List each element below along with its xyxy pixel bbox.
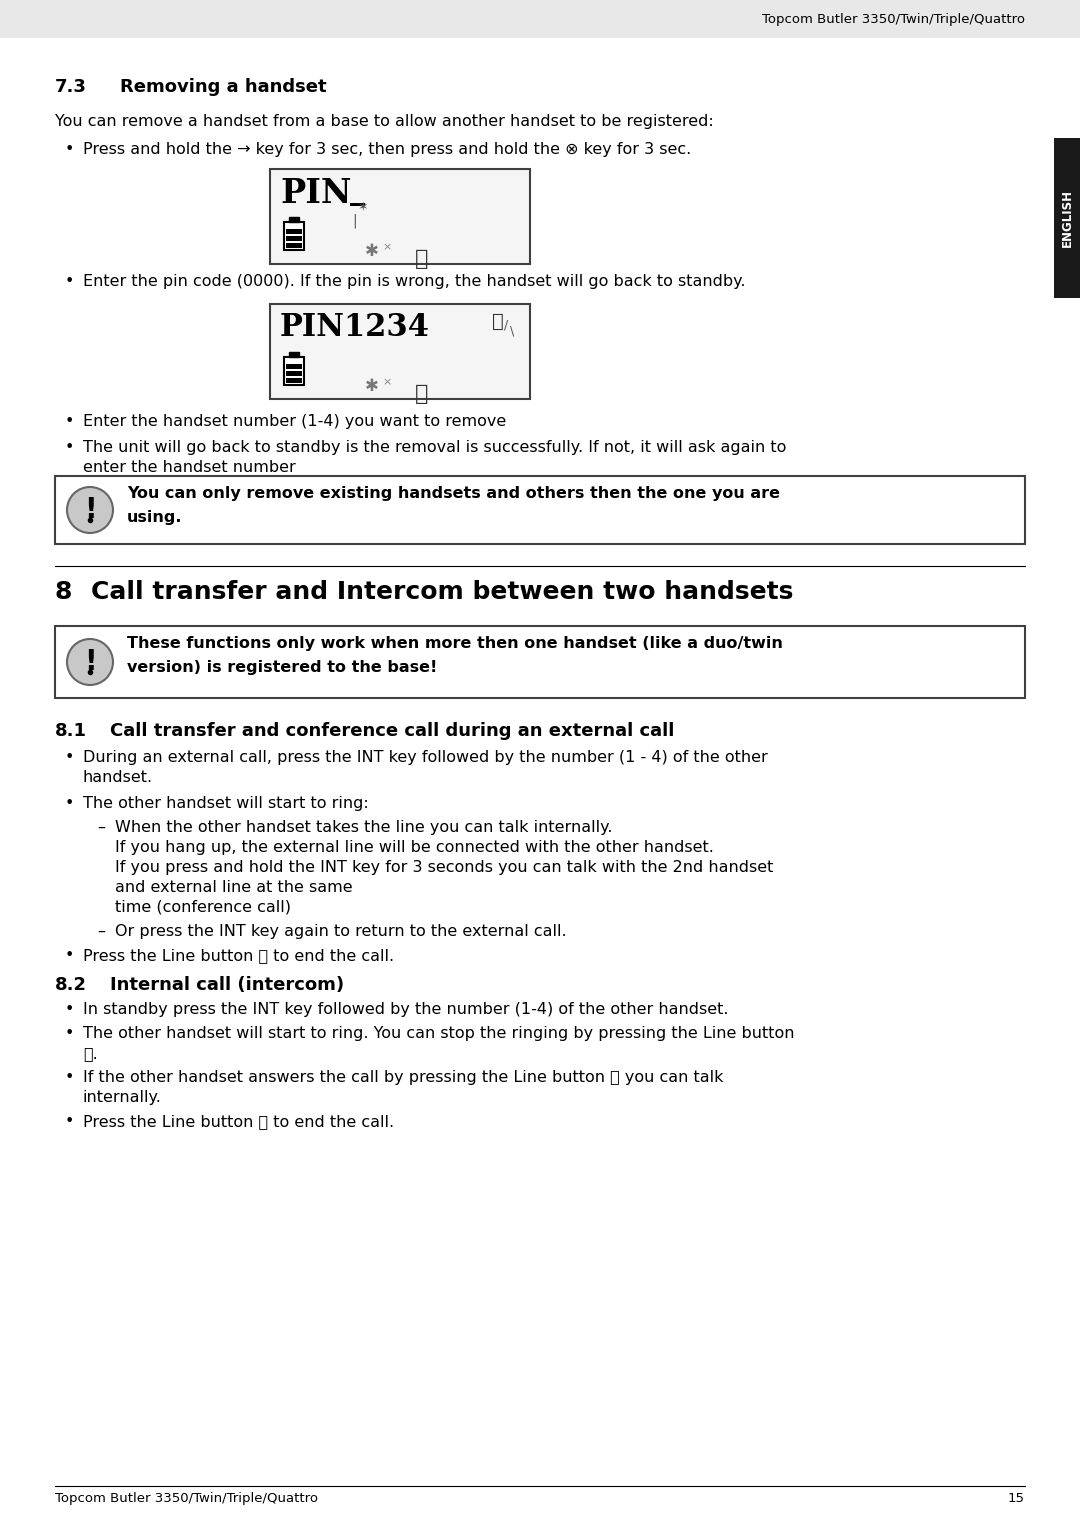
Circle shape (67, 639, 113, 685)
Text: Ꮩ: Ꮩ (415, 249, 429, 269)
Text: 8.2: 8.2 (55, 976, 87, 995)
Text: •: • (65, 440, 75, 455)
Bar (286, 377, 302, 384)
Text: Press the Line button Ⲩ to end the call.: Press the Line button Ⲩ to end the call. (83, 1114, 394, 1129)
Text: 8.1: 8.1 (55, 723, 87, 740)
Bar (289, 351, 299, 358)
Text: internally.: internally. (83, 1089, 162, 1105)
Text: During an external call, press the INT key followed by the number (1 - 4) of the: During an external call, press the INT k… (83, 750, 768, 766)
Text: If you hang up, the external line will be connected with the other handset.: If you hang up, the external line will b… (114, 840, 714, 856)
Text: enter the handset number: enter the handset number (83, 460, 296, 475)
Text: The other handset will start to ring:: The other handset will start to ring: (83, 796, 368, 811)
Text: The other handset will start to ring. You can stop the ringing by pressing the L: The other handset will start to ring. Yo… (83, 1025, 795, 1041)
Text: –: – (97, 924, 105, 940)
Text: Enter the pin code (0000). If the pin is wrong, the handset will go back to stan: Enter the pin code (0000). If the pin is… (83, 274, 745, 289)
Text: Ꮩ: Ꮩ (492, 312, 503, 332)
Bar (270, 304, 530, 399)
Text: Internal call (intercom): Internal call (intercom) (110, 976, 345, 995)
Text: You can only remove existing handsets and others then the one you are: You can only remove existing handsets an… (127, 486, 780, 501)
Bar (270, 170, 530, 264)
Text: Enter the handset number (1-4) you want to remove: Enter the handset number (1-4) you want … (83, 414, 507, 429)
Bar (286, 229, 302, 234)
Text: Topcom Butler 3350/Twin/Triple/Quattro: Topcom Butler 3350/Twin/Triple/Quattro (762, 12, 1025, 26)
Text: ✱: ✱ (365, 241, 379, 260)
Text: Removing a handset: Removing a handset (120, 78, 326, 96)
Text: 7.3: 7.3 (55, 78, 86, 96)
Text: Press the Line button Ⲩ to end the call.: Press the Line button Ⲩ to end the call. (83, 947, 394, 963)
Bar (1054, 138, 1080, 298)
Text: ✶: ✶ (357, 202, 368, 214)
Circle shape (67, 487, 113, 533)
Bar (284, 222, 303, 251)
Text: Press and hold the → key for 3 sec, then press and hold the ⊗ key for 3 sec.: Press and hold the → key for 3 sec, then… (83, 142, 691, 157)
Text: When the other handset takes the line you can talk internally.: When the other handset takes the line yo… (114, 821, 612, 834)
Text: PIN1234: PIN1234 (280, 312, 430, 342)
Bar (284, 358, 303, 385)
Text: •: • (65, 142, 75, 157)
Text: •: • (65, 1025, 75, 1041)
Bar (0, 0, 1080, 38)
Text: Call transfer and conference call during an external call: Call transfer and conference call during… (110, 723, 674, 740)
Text: •: • (65, 750, 75, 766)
Bar (286, 235, 302, 241)
Text: In standby press the INT key followed by the number (1-4) of the other handset.: In standby press the INT key followed by… (83, 1002, 729, 1018)
Text: _: _ (350, 176, 365, 206)
Text: 8: 8 (55, 581, 72, 604)
Text: •: • (65, 414, 75, 429)
Text: If you press and hold the INT key for 3 seconds you can talk with the 2nd handse: If you press and hold the INT key for 3 … (114, 860, 773, 876)
Text: Ⲩ.: Ⲩ. (83, 1047, 98, 1060)
Text: •: • (65, 1070, 75, 1085)
Text: ×: × (382, 241, 391, 252)
Text: PIN: PIN (280, 177, 351, 209)
Bar (289, 217, 299, 222)
Text: The unit will go back to standby is the removal is successfully. If not, it will: The unit will go back to standby is the … (83, 440, 786, 455)
Text: !: ! (83, 497, 96, 524)
Text: ×: × (382, 377, 391, 387)
Text: Call transfer and Intercom between two handsets: Call transfer and Intercom between two h… (91, 581, 794, 604)
Bar (55, 477, 1025, 544)
Text: |: | (352, 212, 356, 228)
Text: •: • (65, 1114, 75, 1129)
Text: •: • (65, 274, 75, 289)
Text: /: / (504, 318, 509, 332)
Text: \: \ (510, 324, 514, 338)
Bar (286, 243, 302, 248)
Bar (55, 626, 1025, 698)
Text: •: • (65, 947, 75, 963)
Text: You can remove a handset from a base to allow another handset to be registered:: You can remove a handset from a base to … (55, 115, 714, 128)
Text: handset.: handset. (83, 770, 153, 785)
Text: !: ! (83, 648, 96, 675)
Text: time (conference call): time (conference call) (114, 900, 291, 915)
Text: •: • (65, 1002, 75, 1018)
Text: version) is registered to the base!: version) is registered to the base! (127, 660, 437, 675)
Text: If the other handset answers the call by pressing the Line button Ⲩ you can talk: If the other handset answers the call by… (83, 1070, 724, 1085)
Text: •: • (65, 796, 75, 811)
Text: 15: 15 (1008, 1491, 1025, 1505)
Text: Topcom Butler 3350/Twin/Triple/Quattro: Topcom Butler 3350/Twin/Triple/Quattro (55, 1491, 318, 1505)
Text: using.: using. (127, 510, 183, 526)
Bar (286, 364, 302, 368)
Bar (286, 371, 302, 376)
Text: and external line at the same: and external line at the same (114, 880, 353, 895)
Text: ✱: ✱ (365, 377, 379, 396)
Text: ENGLISH: ENGLISH (1061, 189, 1074, 248)
Text: These functions only work when more then one handset (like a duo/twin: These functions only work when more then… (127, 636, 783, 651)
Text: Or press the INT key again to return to the external call.: Or press the INT key again to return to … (114, 924, 567, 940)
Text: –: – (97, 821, 105, 834)
Text: Ꮩ: Ꮩ (415, 384, 429, 403)
